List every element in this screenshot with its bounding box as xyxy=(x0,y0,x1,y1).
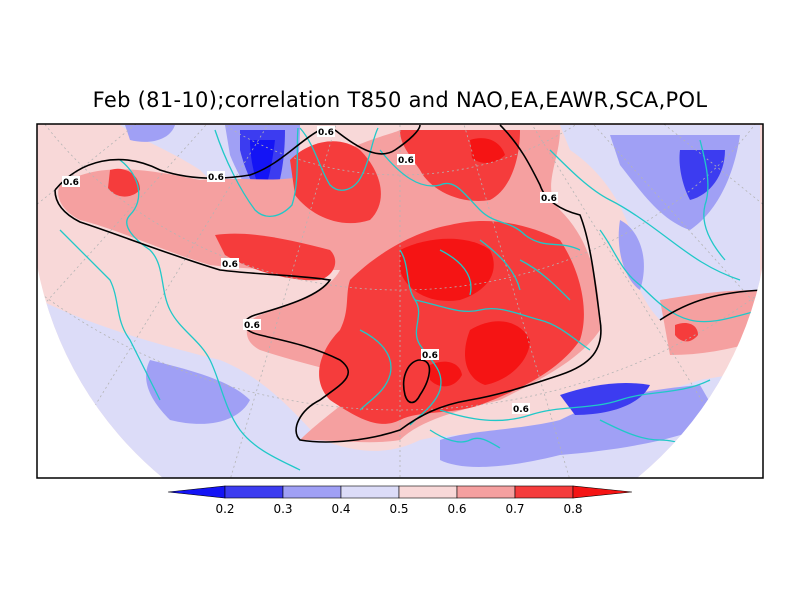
deepest-blue xyxy=(250,140,275,195)
red-region-east-spot xyxy=(675,323,698,342)
colorbar-swatch xyxy=(514,485,574,499)
colorbar-swatch xyxy=(224,485,284,499)
mid-blue-far-east xyxy=(618,220,644,290)
strong-blue-east xyxy=(679,150,725,200)
contour-label: 0.6 xyxy=(541,194,557,204)
mid-blue-southwest xyxy=(146,360,250,424)
mid-blue-top xyxy=(125,125,175,142)
contour-0.6 xyxy=(54,124,763,443)
colorbar-tick-label: 0.4 xyxy=(331,502,351,516)
red-region-europe xyxy=(319,220,584,424)
red-region-top xyxy=(470,138,505,163)
deep-red-core-south xyxy=(465,321,530,385)
colorbar-tick-label: 0.2 xyxy=(215,502,235,516)
colorbar-tick-label: 0.3 xyxy=(273,502,293,516)
contour-label: 0.6 xyxy=(244,321,260,331)
contour-label: 0.6 xyxy=(208,173,224,183)
colorbar-swatch xyxy=(282,485,342,499)
colorbar-tick-label: 0.8 xyxy=(563,502,583,516)
colorbar-swatch xyxy=(456,485,516,499)
mid-blue-south xyxy=(440,385,720,467)
red-region-mid-atlantic xyxy=(215,233,336,281)
shaded-field xyxy=(37,124,763,478)
deep-red-core-west xyxy=(400,238,494,301)
colorbar-swatch xyxy=(340,485,400,499)
colorbar-swatch xyxy=(398,485,458,499)
contour-label: 0.6 xyxy=(222,260,238,270)
colorbar-tick-label: 0.5 xyxy=(389,502,409,516)
contour-label: 0.6 xyxy=(318,128,334,138)
contour-label: 0.6 xyxy=(398,156,414,166)
colorbar-low-arrow xyxy=(167,485,226,499)
map-title: Feb (81-10);correlation T850 and NAO,EA,… xyxy=(92,88,708,112)
colorbar-tick-label: 0.6 xyxy=(447,502,467,516)
red-region-west xyxy=(108,168,140,197)
graticule xyxy=(37,124,763,478)
contour-label: 0.6 xyxy=(513,405,529,415)
contour-label: 0.6 xyxy=(422,351,438,361)
contour-label: 0.6 xyxy=(63,178,79,188)
deep-red-core-small xyxy=(430,361,462,387)
coastlines xyxy=(59,127,761,471)
map-frame xyxy=(36,123,764,479)
contour-labels: 0.6 0.6 0.6 0.6 0.6 0.6 0.6 0.6 0.6 xyxy=(62,126,558,415)
colorbar-tick-label: 0.7 xyxy=(505,502,525,516)
colorbar-high-arrow xyxy=(572,485,633,499)
